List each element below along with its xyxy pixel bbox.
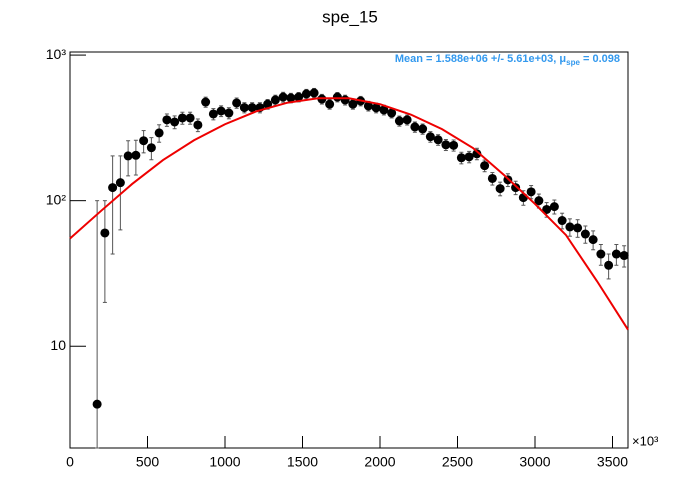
data-point [495,184,505,194]
data-point [425,132,435,142]
data-point [464,152,474,162]
data-point [131,150,141,160]
fit-line [69,97,629,331]
x-tick-label: 2000 [364,454,395,470]
data-point [108,183,118,193]
data-point [208,109,218,119]
data-point [418,124,428,134]
data-point [604,260,614,270]
data-point [309,88,319,98]
data-point [170,117,180,127]
data-point [441,140,451,150]
data-point [263,99,273,109]
data-point [162,115,172,125]
annotation-text: = 0.098 [580,53,620,65]
data-point [115,178,125,188]
data-point [387,108,397,118]
data-point [534,196,544,206]
data-point [239,103,249,113]
data-point [100,228,110,238]
data-point [123,151,133,161]
data-point [410,122,420,132]
data-point [154,128,164,138]
data-point [301,89,311,99]
data-point [549,202,559,212]
chart-title: spe_15 [322,7,378,26]
data-point [472,149,482,159]
data-point [325,99,335,109]
data-point [402,115,412,125]
data-point [596,249,606,259]
data-point [371,103,381,113]
data-point [573,223,583,233]
y-tick-label: 10 [50,337,66,353]
data-point [185,113,195,123]
data-point [139,136,149,146]
x-tick-label: 3000 [519,454,550,470]
data-point [619,251,629,261]
data-point [348,99,358,109]
data-point [449,140,459,150]
data-point [588,235,598,245]
y-tick-label: 10³ [46,46,67,62]
data-point [270,95,280,105]
data-point [294,92,304,102]
data-point [224,108,234,118]
plot-frame [69,51,629,449]
data-point [146,143,156,153]
data-point [480,161,490,171]
data-point [340,95,350,105]
data-point [278,92,288,102]
x-tick-label: 2500 [442,454,473,470]
data-point [332,92,342,102]
x-tick-label: 0 [66,454,74,470]
data-point [611,249,621,259]
data-point [286,93,296,103]
data-point [216,106,226,116]
data-point [177,113,187,123]
data-point [526,187,536,197]
annotation-subscript: spe [566,58,580,67]
x-tick-label: 500 [136,454,160,470]
data-point [557,216,567,226]
data-point [394,116,404,126]
y-tick-label: 10² [46,191,67,207]
data-point [542,204,552,214]
data-point [201,97,211,107]
annotation: Mean = 1.588e+06 +/- 5.61e+03, μspe = 0.… [395,53,620,67]
data-point [92,399,102,409]
x-tick-label: 1500 [287,454,318,470]
data-point [487,173,497,183]
data-point [247,103,257,113]
data-point [511,183,521,193]
x-tick-label: 1000 [209,454,240,470]
data-point [232,98,242,108]
data-point [565,222,575,232]
data-point [456,153,466,163]
data-point [580,229,590,239]
data-point [363,101,373,111]
x-tick-label: 3500 [597,454,628,470]
data-point [193,120,203,130]
data-point [379,105,389,115]
annotation-text: Mean = 1.588e+06 +/- 5.61e+03, μ [395,53,566,65]
x-multiplier: ×10³ [632,433,659,448]
data-point [433,135,443,145]
